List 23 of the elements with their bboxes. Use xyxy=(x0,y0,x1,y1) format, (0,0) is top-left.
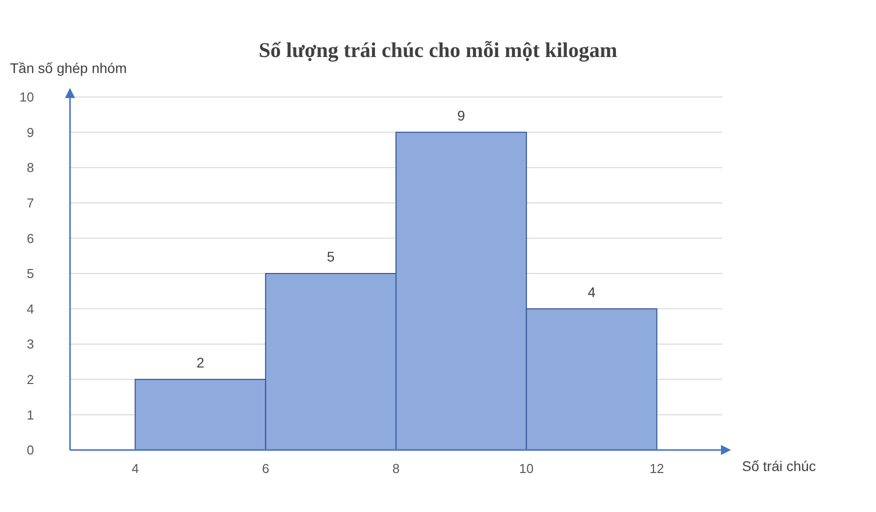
y-tick-label: 2 xyxy=(26,372,34,388)
x-tick-label: 12 xyxy=(650,461,664,476)
data-label: 4 xyxy=(588,284,596,300)
y-tick-label: 8 xyxy=(26,160,34,176)
y-tick-label: 9 xyxy=(26,124,34,140)
x-tick-label: 10 xyxy=(519,461,534,476)
x-tick-label: 4 xyxy=(132,461,139,476)
y-tick-label: 5 xyxy=(26,266,34,282)
x-tick-label: 6 xyxy=(262,461,270,476)
data-label: 9 xyxy=(457,107,466,124)
y-tick-label: 0 xyxy=(26,442,34,458)
y-tick-label: 1 xyxy=(26,407,34,422)
y-tick-label: 7 xyxy=(26,196,34,211)
y-axis-title: Tần số ghép nhóm xyxy=(10,60,127,76)
y-tick-label: 6 xyxy=(26,230,34,246)
data-label: 5 xyxy=(326,248,335,264)
data-label: 2 xyxy=(196,354,204,370)
y-tick-label: 10 xyxy=(20,90,34,105)
y-tick-label: 4 xyxy=(26,301,34,316)
x-tick-label: 8 xyxy=(392,461,400,476)
x-axis-title: Số trái chúc xyxy=(742,458,816,474)
y-tick-label: 3 xyxy=(26,336,34,352)
chart-title: Số lượng trái chúc cho mỗi một kilogam xyxy=(258,38,618,62)
